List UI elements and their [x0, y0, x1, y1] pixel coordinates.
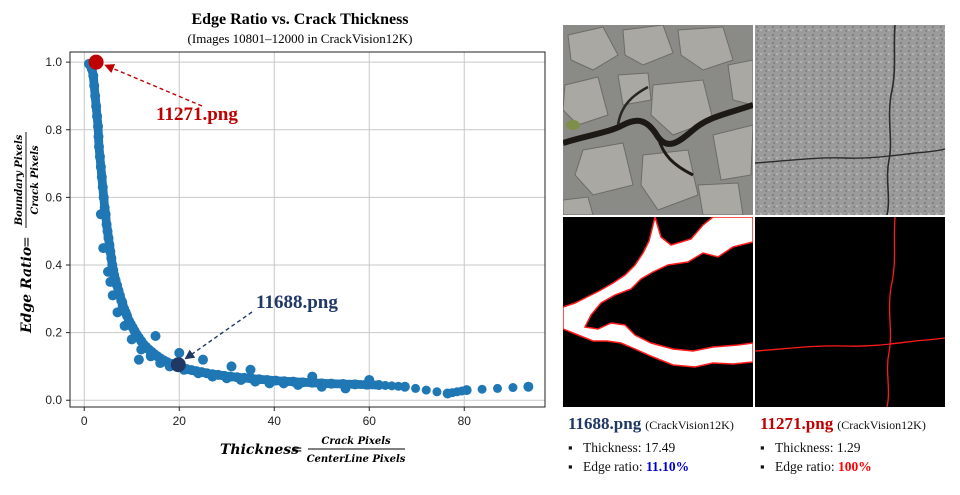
thickness-label: Thickness:: [583, 440, 645, 455]
y-tick-label: 0.4: [45, 258, 62, 272]
data-point: [198, 354, 208, 365]
annotation-arrow-11688: [184, 311, 253, 360]
annotation-label-11688: 11688.png: [256, 292, 338, 313]
data-point: [493, 383, 502, 393]
y-axis-label: Edge Ratio = Boundary Pixels Crack Pixel…: [14, 132, 41, 334]
x-axis-label-numerator: Crack Pixels: [321, 436, 391, 447]
scatter-chart: Edge Ratio vs. Crack Thickness (Images 1…: [14, 11, 546, 465]
caption-source-11271: (CrackVision12K): [837, 418, 926, 432]
edge-ratio-item: Edge ratio: 100%: [760, 457, 926, 476]
data-point: [411, 383, 421, 393]
edge-ratio-value: 100%: [837, 459, 872, 474]
x-axis-label: Thickness = Crack Pixels CenterLine Pixe…: [220, 436, 406, 465]
thickness-value: 17.49: [644, 440, 676, 455]
y-tick-label: 0.6: [45, 190, 62, 204]
edge-ratio-label: Edge ratio:: [775, 459, 838, 474]
edge-ratio-label: Edge ratio:: [583, 459, 646, 474]
data-point: [508, 383, 518, 393]
chart-title: Edge Ratio vs. Crack Thickness: [191, 11, 408, 28]
data-point: [380, 380, 390, 390]
asphalt-surface-image: [755, 25, 945, 215]
data-point: [226, 361, 237, 372]
annotation-label-11271: 11271.png: [156, 104, 238, 125]
data-point: [174, 347, 185, 358]
data-point: [387, 381, 397, 391]
y-tick-label: 0.2: [45, 326, 62, 340]
caption-list-11271: Thickness: 1.29 Edge ratio: 100%: [760, 438, 926, 476]
y-axis-label-numerator: Boundary Pixels: [14, 134, 25, 226]
edge-ratio-value: 11.10%: [645, 459, 690, 474]
annotations: 11271.png 11688.png: [88, 54, 338, 373]
data-point: [523, 381, 534, 392]
x-tick-label: 60: [363, 414, 377, 428]
crack-mask-image-11271: [755, 217, 945, 407]
y-axis-label-equals: =: [19, 236, 35, 248]
caption-list-11688: Thickness: 17.49 Edge ratio: 11.10%: [568, 438, 734, 476]
data-point: [432, 387, 442, 397]
axis-ticks: 0 20 40 60 80 0.0 0.2 0.4 0.6 0.8 1.0: [45, 55, 471, 428]
x-tick-label: 80: [458, 414, 472, 428]
caption-source-11688: (CrackVision12K): [645, 418, 734, 432]
x-axis-label-lhs: Thickness: [220, 442, 299, 458]
thickness-value: 1.29: [836, 440, 861, 455]
data-point: [393, 381, 403, 391]
y-tick-label: 0.0: [45, 393, 62, 407]
data-point: [457, 386, 467, 396]
grid: [70, 52, 545, 407]
highlight-point-11688: [170, 357, 186, 373]
data-point: [150, 331, 161, 341]
thickness-label: Thickness:: [775, 440, 837, 455]
crack-mask-image-11688: [563, 217, 753, 407]
data-point: [477, 384, 487, 394]
chart-subtitle: (Images 10801–12000 in CrackVision12K): [188, 31, 413, 46]
x-axis-label-equals: =: [291, 442, 303, 458]
data-point: [421, 385, 431, 395]
y-tick-label: 1.0: [45, 55, 62, 69]
annotation-arrow-11271: [104, 64, 203, 107]
x-tick-label: 20: [173, 414, 187, 428]
caption-11271: 11271.png (CrackVision12K) Thickness: 1.…: [760, 414, 926, 476]
rock-surface-image: [563, 25, 753, 215]
data-point: [371, 380, 381, 390]
data-points: [84, 58, 534, 399]
x-tick-label: 0: [81, 414, 88, 428]
x-tick-label: 40: [268, 414, 282, 428]
data-point: [399, 381, 410, 392]
caption-title-11271: 11271.png: [760, 414, 834, 433]
edge-ratio-item: Edge ratio: 11.10%: [568, 457, 734, 476]
caption-11688: 11688.png (CrackVision12K) Thickness: 17…: [568, 414, 734, 476]
plot-frame: [69, 51, 546, 408]
highlight-point-11271: [88, 54, 104, 70]
data-point: [133, 354, 144, 365]
y-axis-label-denominator: Crack Pixels: [30, 145, 41, 215]
x-axis-label-denominator: CenterLine Pixels: [307, 454, 406, 465]
y-tick-label: 0.8: [45, 123, 62, 137]
thickness-item: Thickness: 17.49: [568, 438, 734, 457]
thickness-item: Thickness: 1.29: [760, 438, 926, 457]
data-point: [245, 364, 256, 375]
caption-title-11688: 11688.png: [568, 414, 642, 433]
y-axis-label-lhs: Edge Ratio: [19, 247, 35, 334]
